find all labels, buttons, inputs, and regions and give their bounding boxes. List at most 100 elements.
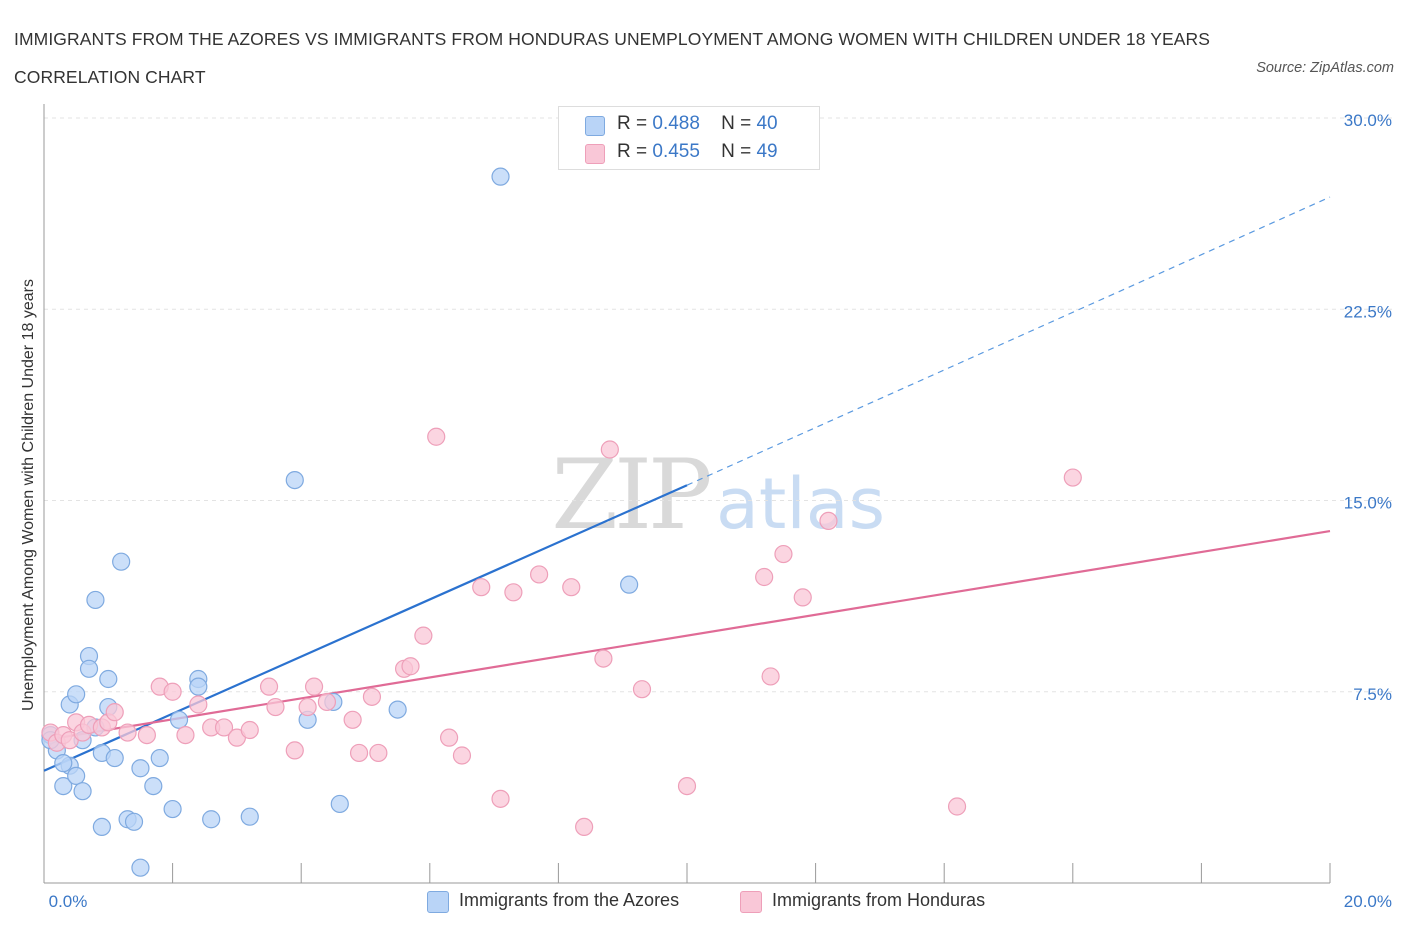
- point-honduras: [761, 667, 780, 686]
- axes: [43, 104, 1331, 884]
- point-honduras: [427, 427, 446, 446]
- point-honduras: [793, 588, 812, 607]
- point-honduras: [452, 746, 472, 765]
- bottom-legend-label-honduras: Immigrants from Honduras: [772, 890, 986, 910]
- point-honduras: [600, 440, 619, 459]
- bottom-legend-swatch-azores: [427, 891, 449, 913]
- point-azores: [105, 748, 124, 768]
- point-honduras: [369, 743, 388, 763]
- legend-r-value-azores: 0.488: [652, 113, 700, 134]
- watermark-atlas: atlas: [716, 463, 885, 545]
- tick-labels: 7.5% 15.0% 22.5% 30.0% 0.0% 20.0%: [49, 111, 1392, 911]
- point-honduras: [240, 720, 259, 740]
- point-honduras: [349, 743, 369, 763]
- point-honduras: [774, 544, 793, 564]
- legend-n-label: N =: [721, 141, 752, 162]
- bottom-legend-label-azores: Immigrants from the Azores: [459, 890, 680, 910]
- point-azores: [99, 669, 118, 689]
- point-azores: [491, 167, 510, 186]
- watermark: ZIP atlas: [551, 439, 885, 551]
- point-azores: [67, 685, 86, 704]
- point-azores: [620, 575, 639, 594]
- point-honduras: [214, 718, 234, 737]
- point-honduras: [491, 789, 510, 808]
- legend-r-value-honduras: 0.455: [652, 141, 700, 162]
- point-azores: [124, 812, 144, 831]
- point-honduras: [266, 697, 285, 717]
- point-azores: [131, 759, 150, 778]
- point-honduras: [105, 703, 124, 722]
- correlation-legend: R = 0.488 N = 40 R = 0.455 N = 49: [558, 106, 820, 170]
- point-honduras: [189, 695, 208, 714]
- point-honduras: [530, 565, 549, 584]
- point-azores: [67, 766, 86, 786]
- point-honduras: [472, 578, 491, 597]
- trend-line-honduras: [43, 530, 1331, 742]
- point-honduras: [439, 728, 459, 747]
- data-points: [41, 167, 1082, 877]
- point-honduras: [285, 741, 304, 760]
- point-honduras: [163, 682, 182, 701]
- point-honduras: [304, 677, 324, 696]
- point-honduras: [594, 649, 613, 668]
- legend-r-label: R =: [617, 113, 648, 134]
- point-honduras: [1063, 468, 1082, 487]
- point-honduras: [819, 511, 838, 531]
- legend-n-value-azores: 40: [756, 113, 778, 134]
- legend-r-label: R =: [617, 141, 648, 162]
- y-tick-label: 30.0%: [1344, 111, 1392, 130]
- point-honduras: [343, 710, 362, 729]
- legend-n-label: N =: [721, 113, 752, 134]
- point-azores: [92, 817, 111, 837]
- point-honduras: [176, 725, 195, 745]
- trend-lines: [43, 196, 1331, 772]
- point-honduras: [632, 680, 652, 699]
- point-azores: [112, 552, 131, 571]
- y-tick-label: 22.5%: [1344, 302, 1392, 321]
- point-honduras: [562, 578, 581, 597]
- point-honduras: [755, 567, 774, 587]
- point-honduras: [137, 725, 156, 745]
- point-azores: [144, 776, 163, 796]
- point-honduras: [401, 657, 420, 676]
- point-azores: [79, 659, 99, 678]
- point-azores: [240, 807, 259, 826]
- point-azores: [54, 776, 73, 796]
- x-tick-label: 0.0%: [49, 892, 88, 911]
- point-azores: [189, 677, 208, 696]
- point-honduras: [362, 687, 382, 706]
- trend-line-azores-extension: [686, 196, 1331, 486]
- point-honduras: [414, 626, 433, 645]
- x-tick-label: 20.0%: [1344, 892, 1392, 911]
- point-honduras: [118, 723, 137, 742]
- y-tick-label: 7.5%: [1353, 685, 1392, 704]
- point-azores: [388, 700, 407, 719]
- legend-swatch-azores: [585, 116, 605, 136]
- point-honduras: [504, 583, 523, 602]
- source-label: Source: ZipAtlas.com: [1256, 60, 1394, 76]
- chart-title: IMMIGRANTS FROM THE AZORES VS IMMIGRANTS…: [14, 29, 1211, 87]
- point-azores: [285, 471, 304, 490]
- legend-swatch-honduras: [585, 144, 605, 164]
- point-honduras: [947, 797, 967, 816]
- point-honduras: [317, 692, 337, 712]
- point-honduras: [259, 677, 279, 696]
- trend-line-azores: [43, 484, 688, 772]
- point-azores: [86, 590, 105, 610]
- point-honduras: [677, 776, 697, 796]
- point-azores: [163, 799, 182, 819]
- point-azores: [202, 810, 221, 829]
- point-azores: [131, 858, 150, 877]
- bottom-legend-swatch-honduras: [740, 891, 762, 913]
- point-azores: [169, 710, 189, 729]
- point-azores: [73, 782, 92, 801]
- point-honduras: [298, 697, 317, 717]
- legend-n-value-honduras: 49: [756, 141, 778, 162]
- point-azores: [150, 748, 169, 768]
- point-azores: [330, 794, 349, 814]
- point-honduras: [575, 817, 594, 837]
- grid: [44, 117, 1392, 693]
- y-tick-label: 15.0%: [1344, 494, 1392, 513]
- point-azores: [54, 754, 73, 773]
